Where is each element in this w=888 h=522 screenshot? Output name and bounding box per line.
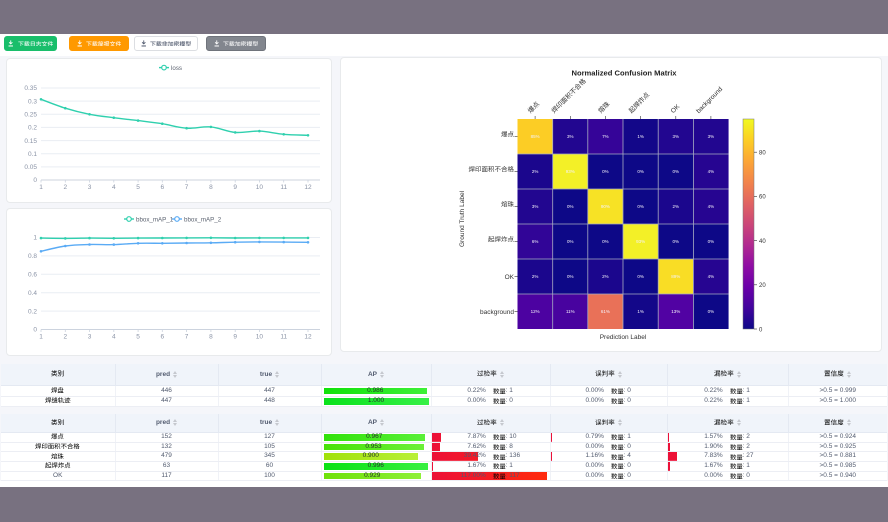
svg-text:1: 1	[39, 184, 43, 191]
svg-text:5: 5	[136, 184, 140, 191]
svg-text:0%: 0%	[637, 274, 644, 279]
svg-text:Ground Truth Label: Ground Truth Label	[459, 190, 466, 247]
svg-text:60: 60	[759, 195, 766, 201]
svg-text:0.8: 0.8	[28, 253, 37, 260]
svg-text:OK: OK	[670, 103, 682, 115]
svg-text:1%: 1%	[637, 134, 644, 139]
svg-text:93%: 93%	[566, 169, 575, 174]
svg-text:0%: 0%	[602, 169, 609, 174]
svg-text:6: 6	[160, 334, 164, 341]
svg-text:9: 9	[233, 184, 237, 191]
svg-text:Prediction Label: Prediction Label	[600, 334, 647, 341]
svg-text:OK: OK	[505, 274, 515, 281]
svg-text:1%: 1%	[637, 309, 644, 314]
svg-text:bbox_mAP_2: bbox_mAP_2	[184, 216, 222, 223]
svg-text:6%: 6%	[532, 239, 539, 244]
svg-text:0%: 0%	[567, 204, 574, 209]
svg-text:20: 20	[759, 283, 766, 289]
svg-text:10: 10	[256, 184, 264, 191]
svg-text:93%: 93%	[636, 239, 645, 244]
svg-text:3%: 3%	[567, 134, 574, 139]
svg-text:90%: 90%	[601, 204, 610, 209]
svg-text:2%: 2%	[673, 204, 680, 209]
svg-text:7: 7	[185, 334, 189, 341]
svg-text:12: 12	[304, 184, 312, 191]
svg-text:8: 8	[209, 334, 213, 341]
svg-text:8: 8	[209, 184, 213, 191]
svg-text:80: 80	[759, 151, 766, 157]
svg-text:1: 1	[39, 334, 43, 341]
svg-text:89%: 89%	[671, 274, 680, 279]
svg-text:13%: 13%	[671, 309, 680, 314]
svg-text:0: 0	[33, 327, 37, 334]
svg-text:40: 40	[759, 239, 766, 245]
svg-text:9: 9	[233, 334, 237, 341]
svg-text:0.2: 0.2	[28, 308, 37, 315]
svg-text:0: 0	[33, 177, 37, 184]
svg-text:0.4: 0.4	[28, 290, 37, 297]
svg-text:4: 4	[112, 334, 116, 341]
svg-text:10: 10	[256, 334, 264, 341]
svg-text:2: 2	[63, 184, 67, 191]
svg-text:4: 4	[112, 184, 116, 191]
svg-text:0.15: 0.15	[24, 138, 37, 145]
svg-text:0%: 0%	[708, 309, 715, 314]
svg-text:7%: 7%	[602, 134, 609, 139]
svg-text:7: 7	[185, 184, 189, 191]
svg-text:2%: 2%	[532, 274, 539, 279]
svg-text:4%: 4%	[708, 274, 715, 279]
svg-text:61%: 61%	[601, 309, 610, 314]
svg-text:0%: 0%	[602, 239, 609, 244]
svg-text:0.1: 0.1	[28, 151, 37, 158]
svg-text:11: 11	[280, 334, 287, 341]
svg-text:0%: 0%	[637, 169, 644, 174]
svg-text:3: 3	[88, 184, 92, 191]
svg-text:bbox_mAP_1: bbox_mAP_1	[136, 216, 174, 223]
svg-text:0.35: 0.35	[24, 85, 37, 92]
svg-text:0: 0	[759, 327, 763, 333]
svg-text:4%: 4%	[708, 204, 715, 209]
svg-text:0%: 0%	[567, 239, 574, 244]
svg-text:85%: 85%	[531, 134, 540, 139]
svg-text:0%: 0%	[673, 239, 680, 244]
svg-text:Normalized Confusion Matrix: Normalized Confusion Matrix	[571, 69, 677, 78]
svg-text:0.6: 0.6	[28, 272, 37, 279]
svg-text:0.3: 0.3	[28, 98, 37, 105]
svg-text:background: background	[480, 309, 514, 316]
svg-text:0%: 0%	[673, 169, 680, 174]
svg-text:4%: 4%	[708, 169, 715, 174]
svg-text:0.05: 0.05	[24, 164, 37, 171]
svg-text:2%: 2%	[532, 169, 539, 174]
svg-text:2%: 2%	[602, 274, 609, 279]
svg-text:3%: 3%	[532, 204, 539, 209]
svg-text:0.25: 0.25	[24, 112, 37, 119]
svg-text:1: 1	[33, 235, 37, 242]
svg-text:5: 5	[136, 334, 140, 341]
svg-text:11: 11	[280, 184, 287, 191]
svg-text:12%: 12%	[531, 309, 540, 314]
svg-text:3%: 3%	[673, 134, 680, 139]
svg-text:3: 3	[88, 334, 92, 341]
svg-text:3%: 3%	[708, 134, 715, 139]
svg-text:6: 6	[160, 184, 164, 191]
svg-text:12: 12	[304, 334, 312, 341]
svg-text:2: 2	[63, 334, 67, 341]
svg-text:background: background	[695, 86, 724, 115]
svg-text:loss: loss	[171, 65, 182, 72]
svg-text:0%: 0%	[637, 204, 644, 209]
svg-text:11%: 11%	[566, 309, 575, 314]
svg-text:0%: 0%	[567, 274, 574, 279]
svg-text:0.2: 0.2	[28, 125, 37, 132]
svg-text:0%: 0%	[708, 239, 715, 244]
